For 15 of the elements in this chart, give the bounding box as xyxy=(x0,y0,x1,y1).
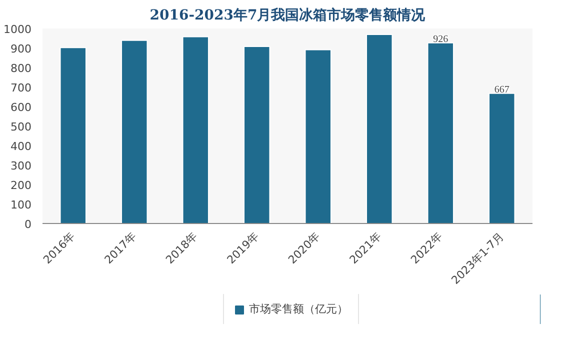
y-tick-label: 0 xyxy=(24,218,32,231)
data-label: 926 xyxy=(433,34,448,45)
y-tick-label: 500 xyxy=(10,120,32,134)
data-label: 667 xyxy=(494,84,510,96)
chart-title: 2016-2023年7月我国冰箱市场零售额情况 xyxy=(150,6,426,24)
y-tick-label: 100 xyxy=(10,198,32,212)
y-tick-label: 700 xyxy=(10,82,32,94)
y-tick-label: 900 xyxy=(10,42,32,56)
y-tick-label: 200 xyxy=(10,179,32,192)
y-tick-label: 400 xyxy=(10,140,32,153)
y-tick-label: 800 xyxy=(10,62,32,75)
y-tick-label: 1000 xyxy=(4,23,32,36)
legend-label: 市场零售额（亿元） xyxy=(249,302,348,316)
y-tick-label: 600 xyxy=(10,101,32,114)
y-tick-label: 300 xyxy=(10,160,32,172)
